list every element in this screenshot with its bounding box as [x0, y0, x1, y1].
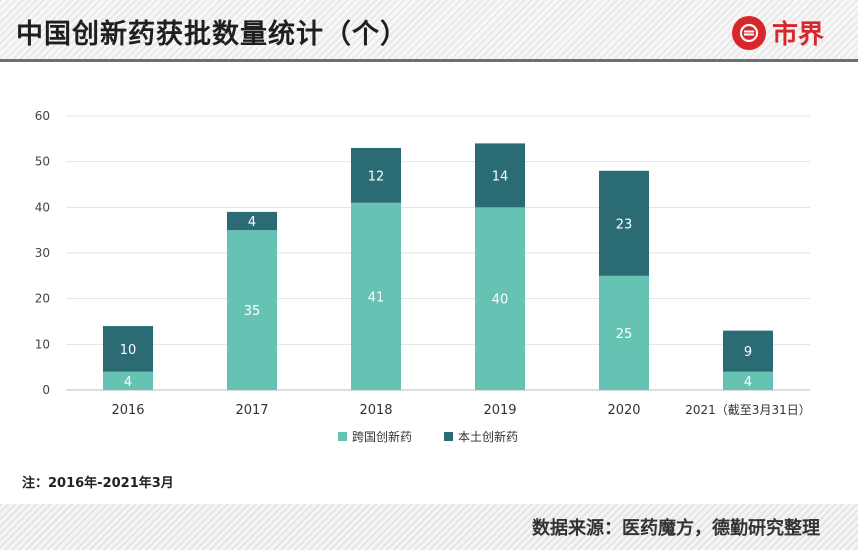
y-tick-label: 50 [35, 155, 50, 169]
bar-segment-domestic [723, 330, 773, 372]
bar-segment-domestic [227, 211, 277, 231]
data-label: 4 [124, 375, 132, 390]
source-note: 数据来源：医药魔方，德勤研究整理 [532, 518, 820, 539]
legend-swatch [444, 432, 453, 441]
bar-segment-domestic [599, 170, 649, 276]
x-tick-label: 2017 [235, 403, 268, 418]
x-tick-label: 2019 [483, 403, 516, 418]
data-label: 14 [492, 169, 509, 184]
y-tick-label: 30 [35, 246, 50, 260]
legend-swatch [338, 432, 347, 441]
bar-segment-multinational [227, 230, 277, 390]
y-tick-label: 10 [35, 337, 50, 351]
data-label: 4 [248, 215, 256, 230]
data-label: 35 [244, 304, 261, 319]
y-tick-label: 60 [35, 109, 50, 123]
bar-segment-multinational [351, 202, 401, 390]
header-bar: 中国创新药获批数量统计（个） 市界 [0, 0, 858, 62]
data-label: 9 [744, 345, 752, 360]
bar-segment-domestic [103, 326, 153, 372]
page-title: 中国创新药获批数量统计（个） [16, 19, 408, 50]
x-tick-label: 2020 [607, 403, 640, 418]
data-label: 10 [120, 343, 137, 358]
data-label: 25 [616, 327, 633, 342]
x-tick-label: 2021（截至3月31日） [685, 403, 810, 417]
legend-label: 跨国创新药 [352, 429, 412, 444]
bar-segment-multinational [599, 275, 649, 390]
data-label: 12 [368, 169, 385, 184]
bar-segment-multinational [103, 371, 153, 390]
bar-segment-multinational [475, 207, 525, 390]
x-tick-label: 2016 [111, 403, 144, 418]
logo-text: 市界 [771, 20, 824, 50]
footer-bar: 数据来源：医药魔方，德勤研究整理 [0, 504, 858, 550]
dollar-coin-icon [731, 15, 766, 50]
data-label: 41 [368, 290, 385, 305]
footnote: 注：2016年-2021年3月 [22, 476, 174, 491]
x-tick-label: 2018 [359, 403, 392, 418]
y-tick-label: 0 [42, 383, 50, 397]
y-tick-label: 20 [35, 292, 50, 306]
data-label: 23 [616, 217, 633, 232]
brand-logo: 市界 [731, 14, 824, 51]
bar-segment-domestic [475, 143, 525, 208]
data-label: 4 [744, 375, 752, 390]
bar-segment-multinational [723, 371, 773, 390]
stacked-bar-chart: 0 10 20 30 40 50 60 4 10 2016 35 4 2017 41 12 2018 40 14 2… [35, 109, 811, 444]
data-label: 40 [492, 293, 509, 308]
bar-segment-domestic [351, 147, 401, 203]
legend-label: 本土创新药 [458, 429, 518, 444]
y-tick-label: 40 [35, 200, 50, 214]
